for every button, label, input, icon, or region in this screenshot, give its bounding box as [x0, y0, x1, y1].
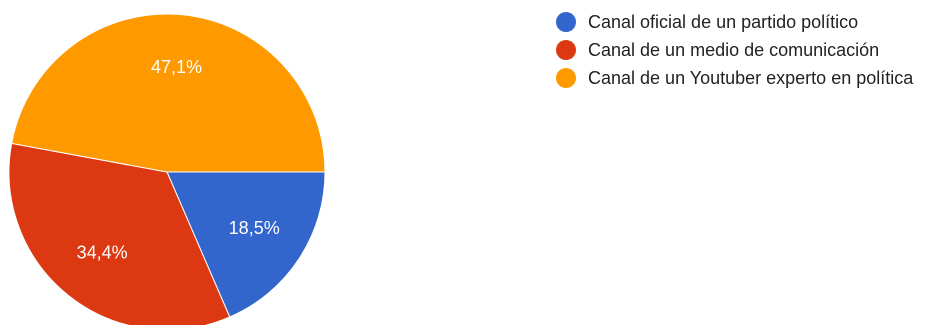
- legend-label: Canal de un Youtuber experto en política: [588, 68, 914, 88]
- legend-item-medio[interactable]: Canal de un medio de comunicación: [556, 38, 930, 62]
- slice-youtuber[interactable]: [11, 13, 326, 173]
- legend-swatch-red: [556, 40, 576, 60]
- slice-medio-comunicacion[interactable]: [8, 142, 231, 325]
- legend-label: Canal oficial de un partido político: [588, 12, 859, 32]
- legend-swatch-blue: [556, 12, 576, 32]
- legend-swatch-orange: [556, 68, 576, 88]
- legend: Canal oficial de un partido político Can…: [556, 10, 930, 94]
- slice-percentage-label: 47,1%: [151, 57, 202, 77]
- legend-item-youtuber[interactable]: Canal de un Youtuber experto en política: [556, 66, 930, 90]
- legend-label: Canal de un medio de comunicación: [588, 40, 880, 60]
- slice-partido-oficial[interactable]: [166, 171, 326, 318]
- slice-percentage-label: 18,5%: [229, 218, 280, 238]
- legend-item-partido[interactable]: Canal oficial de un partido político: [556, 10, 930, 34]
- pie-slices: [8, 13, 326, 325]
- slice-percentage-label: 34,4%: [77, 242, 128, 262]
- pie-labels: 18,5% 34,4% 47,1%: [77, 57, 280, 262]
